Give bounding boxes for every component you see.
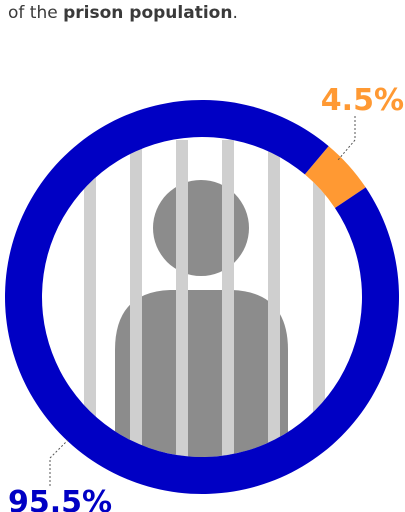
- leader-line: [337, 116, 356, 161]
- value-label: 4.5%: [321, 83, 404, 118]
- subtitle: of the prison population.: [8, 3, 238, 23]
- leader-line: [49, 439, 69, 486]
- prisoner-icon: [84, 140, 325, 457]
- subtitle-part: of the: [8, 3, 63, 23]
- subtitle-part: .: [232, 3, 237, 23]
- subtitle-part: prison population: [63, 3, 232, 23]
- value-label: 95.5%: [8, 485, 112, 512]
- donut-segment: [304, 146, 366, 208]
- donut: [5, 100, 400, 495]
